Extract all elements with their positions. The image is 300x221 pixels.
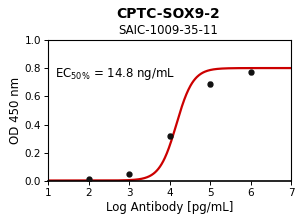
Text: $\mathrm{EC_{50\%}}$ = 14.8 ng/mL: $\mathrm{EC_{50\%}}$ = 14.8 ng/mL — [55, 67, 175, 82]
Y-axis label: OD 450 nm: OD 450 nm — [9, 77, 22, 144]
X-axis label: Log Antibody [pg/mL]: Log Antibody [pg/mL] — [106, 201, 233, 214]
Text: CPTC-SOX9-2: CPTC-SOX9-2 — [116, 7, 220, 21]
Text: SAIC-1009-35-11: SAIC-1009-35-11 — [118, 24, 218, 37]
